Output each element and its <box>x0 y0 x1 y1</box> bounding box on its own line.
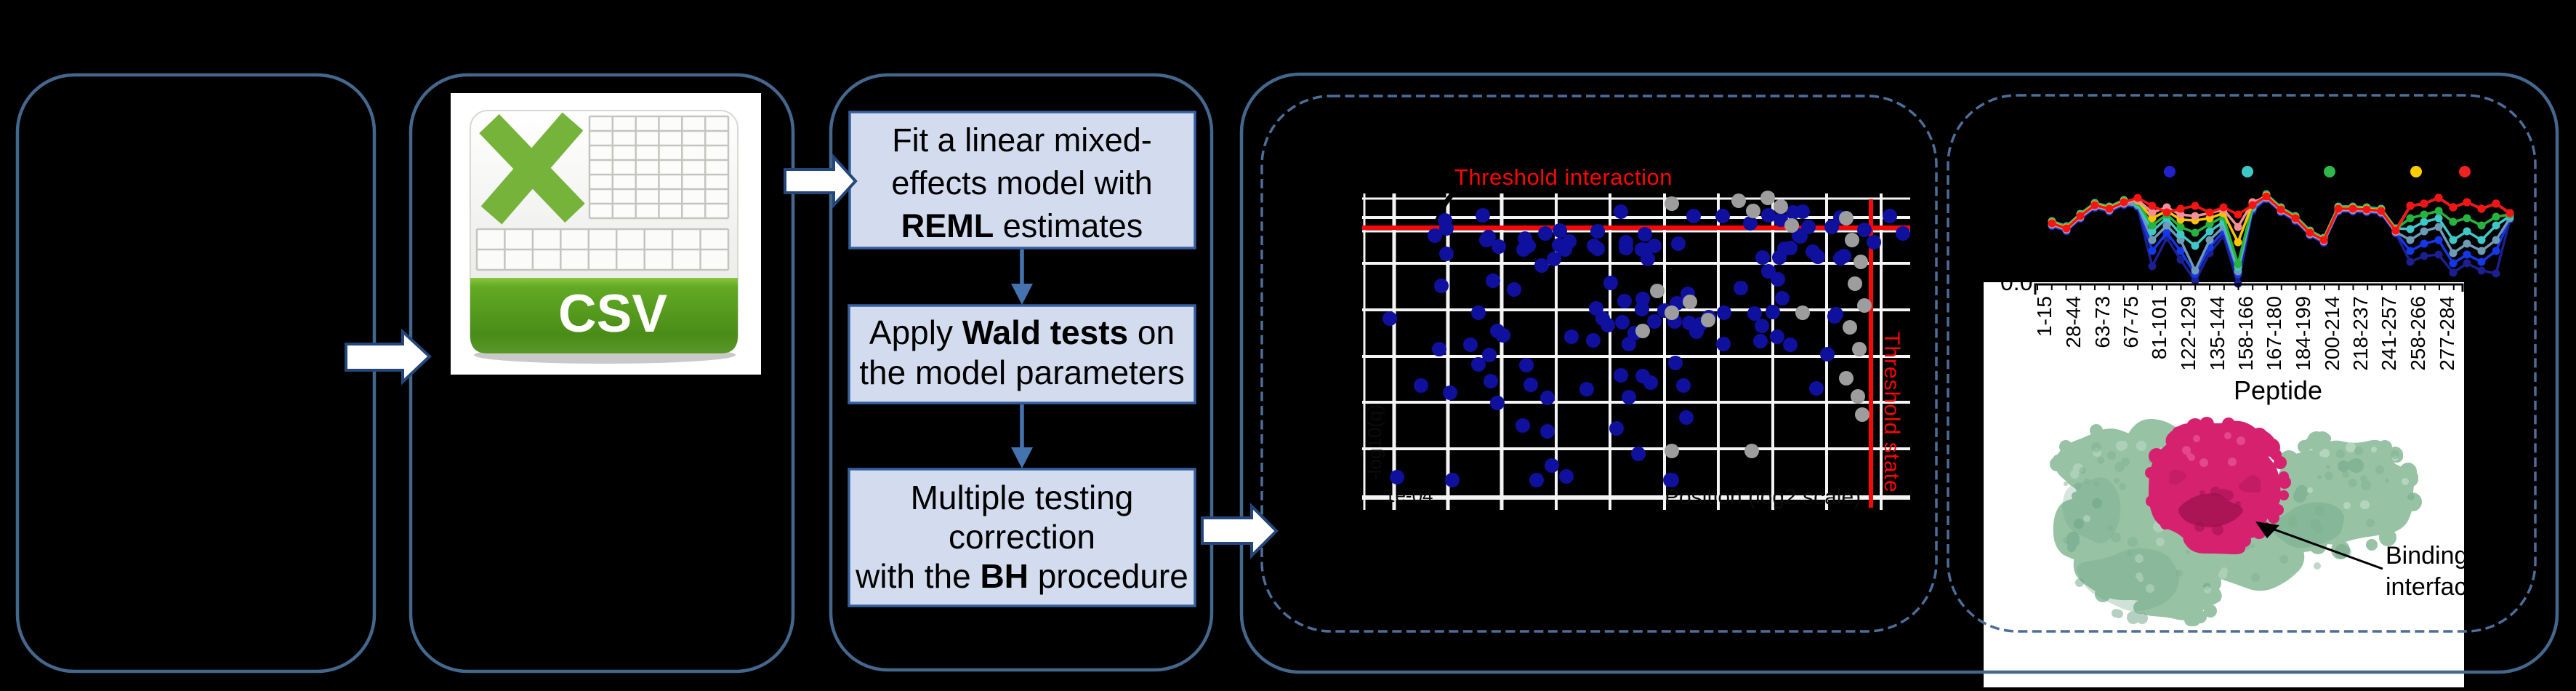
svg-text:63-73: 63-73 <box>2091 296 2114 348</box>
svg-text:1-15: 1-15 <box>2033 296 2056 337</box>
svg-text:241-257: 241-257 <box>2378 296 2400 371</box>
svg-text:258-266: 258-266 <box>2407 296 2429 371</box>
svg-text:Position (log2 scale): Position (log2 scale) <box>1665 485 1861 509</box>
svg-text:Peptide: Peptide <box>2234 375 2322 405</box>
svg-text:158-166: 158-166 <box>2234 296 2257 371</box>
svg-text:-log10(q): -log10(q) <box>1364 404 1385 480</box>
svg-text:Threshold interaction: Threshold interaction <box>1454 164 1673 190</box>
svg-text:Binding: Binding <box>2386 542 2468 570</box>
svg-text:interface: interface <box>2386 573 2480 601</box>
svg-text:0.0: 0.0 <box>2000 269 2032 295</box>
svg-text:effects model with: effects model with <box>891 164 1152 201</box>
svg-text:67-75: 67-75 <box>2120 296 2142 348</box>
svg-text:REML estimates: REML estimates <box>901 207 1143 244</box>
svg-text:correction: correction <box>949 518 1095 556</box>
svg-text:28-44: 28-44 <box>2062 296 2085 348</box>
svg-text:Apply Wald tests on: Apply Wald tests on <box>869 313 1175 351</box>
svg-text:CSV: CSV <box>558 284 667 343</box>
svg-text:Fit a linear mixed-: Fit a linear mixed- <box>892 121 1152 159</box>
svg-text:200-214: 200-214 <box>2321 296 2343 371</box>
svg-text:135-144: 135-144 <box>2206 296 2229 371</box>
svg-text:81-101: 81-101 <box>2148 296 2170 359</box>
svg-text:184-199: 184-199 <box>2292 296 2314 371</box>
svg-text:277-284: 277-284 <box>2436 296 2458 371</box>
svg-text:the model parameters: the model parameters <box>859 354 1184 391</box>
svg-text:1e-04: 1e-04 <box>1385 484 1433 506</box>
svg-text:Multiple testing: Multiple testing <box>911 479 1134 516</box>
svg-text:Threshold state: Threshold state <box>1880 332 1904 493</box>
svg-text:167-180: 167-180 <box>2263 296 2285 371</box>
svg-text:with the BH procedure: with the BH procedure <box>855 557 1188 595</box>
svg-text:218-237: 218-237 <box>2349 296 2372 371</box>
svg-text:122-129: 122-129 <box>2177 296 2199 371</box>
